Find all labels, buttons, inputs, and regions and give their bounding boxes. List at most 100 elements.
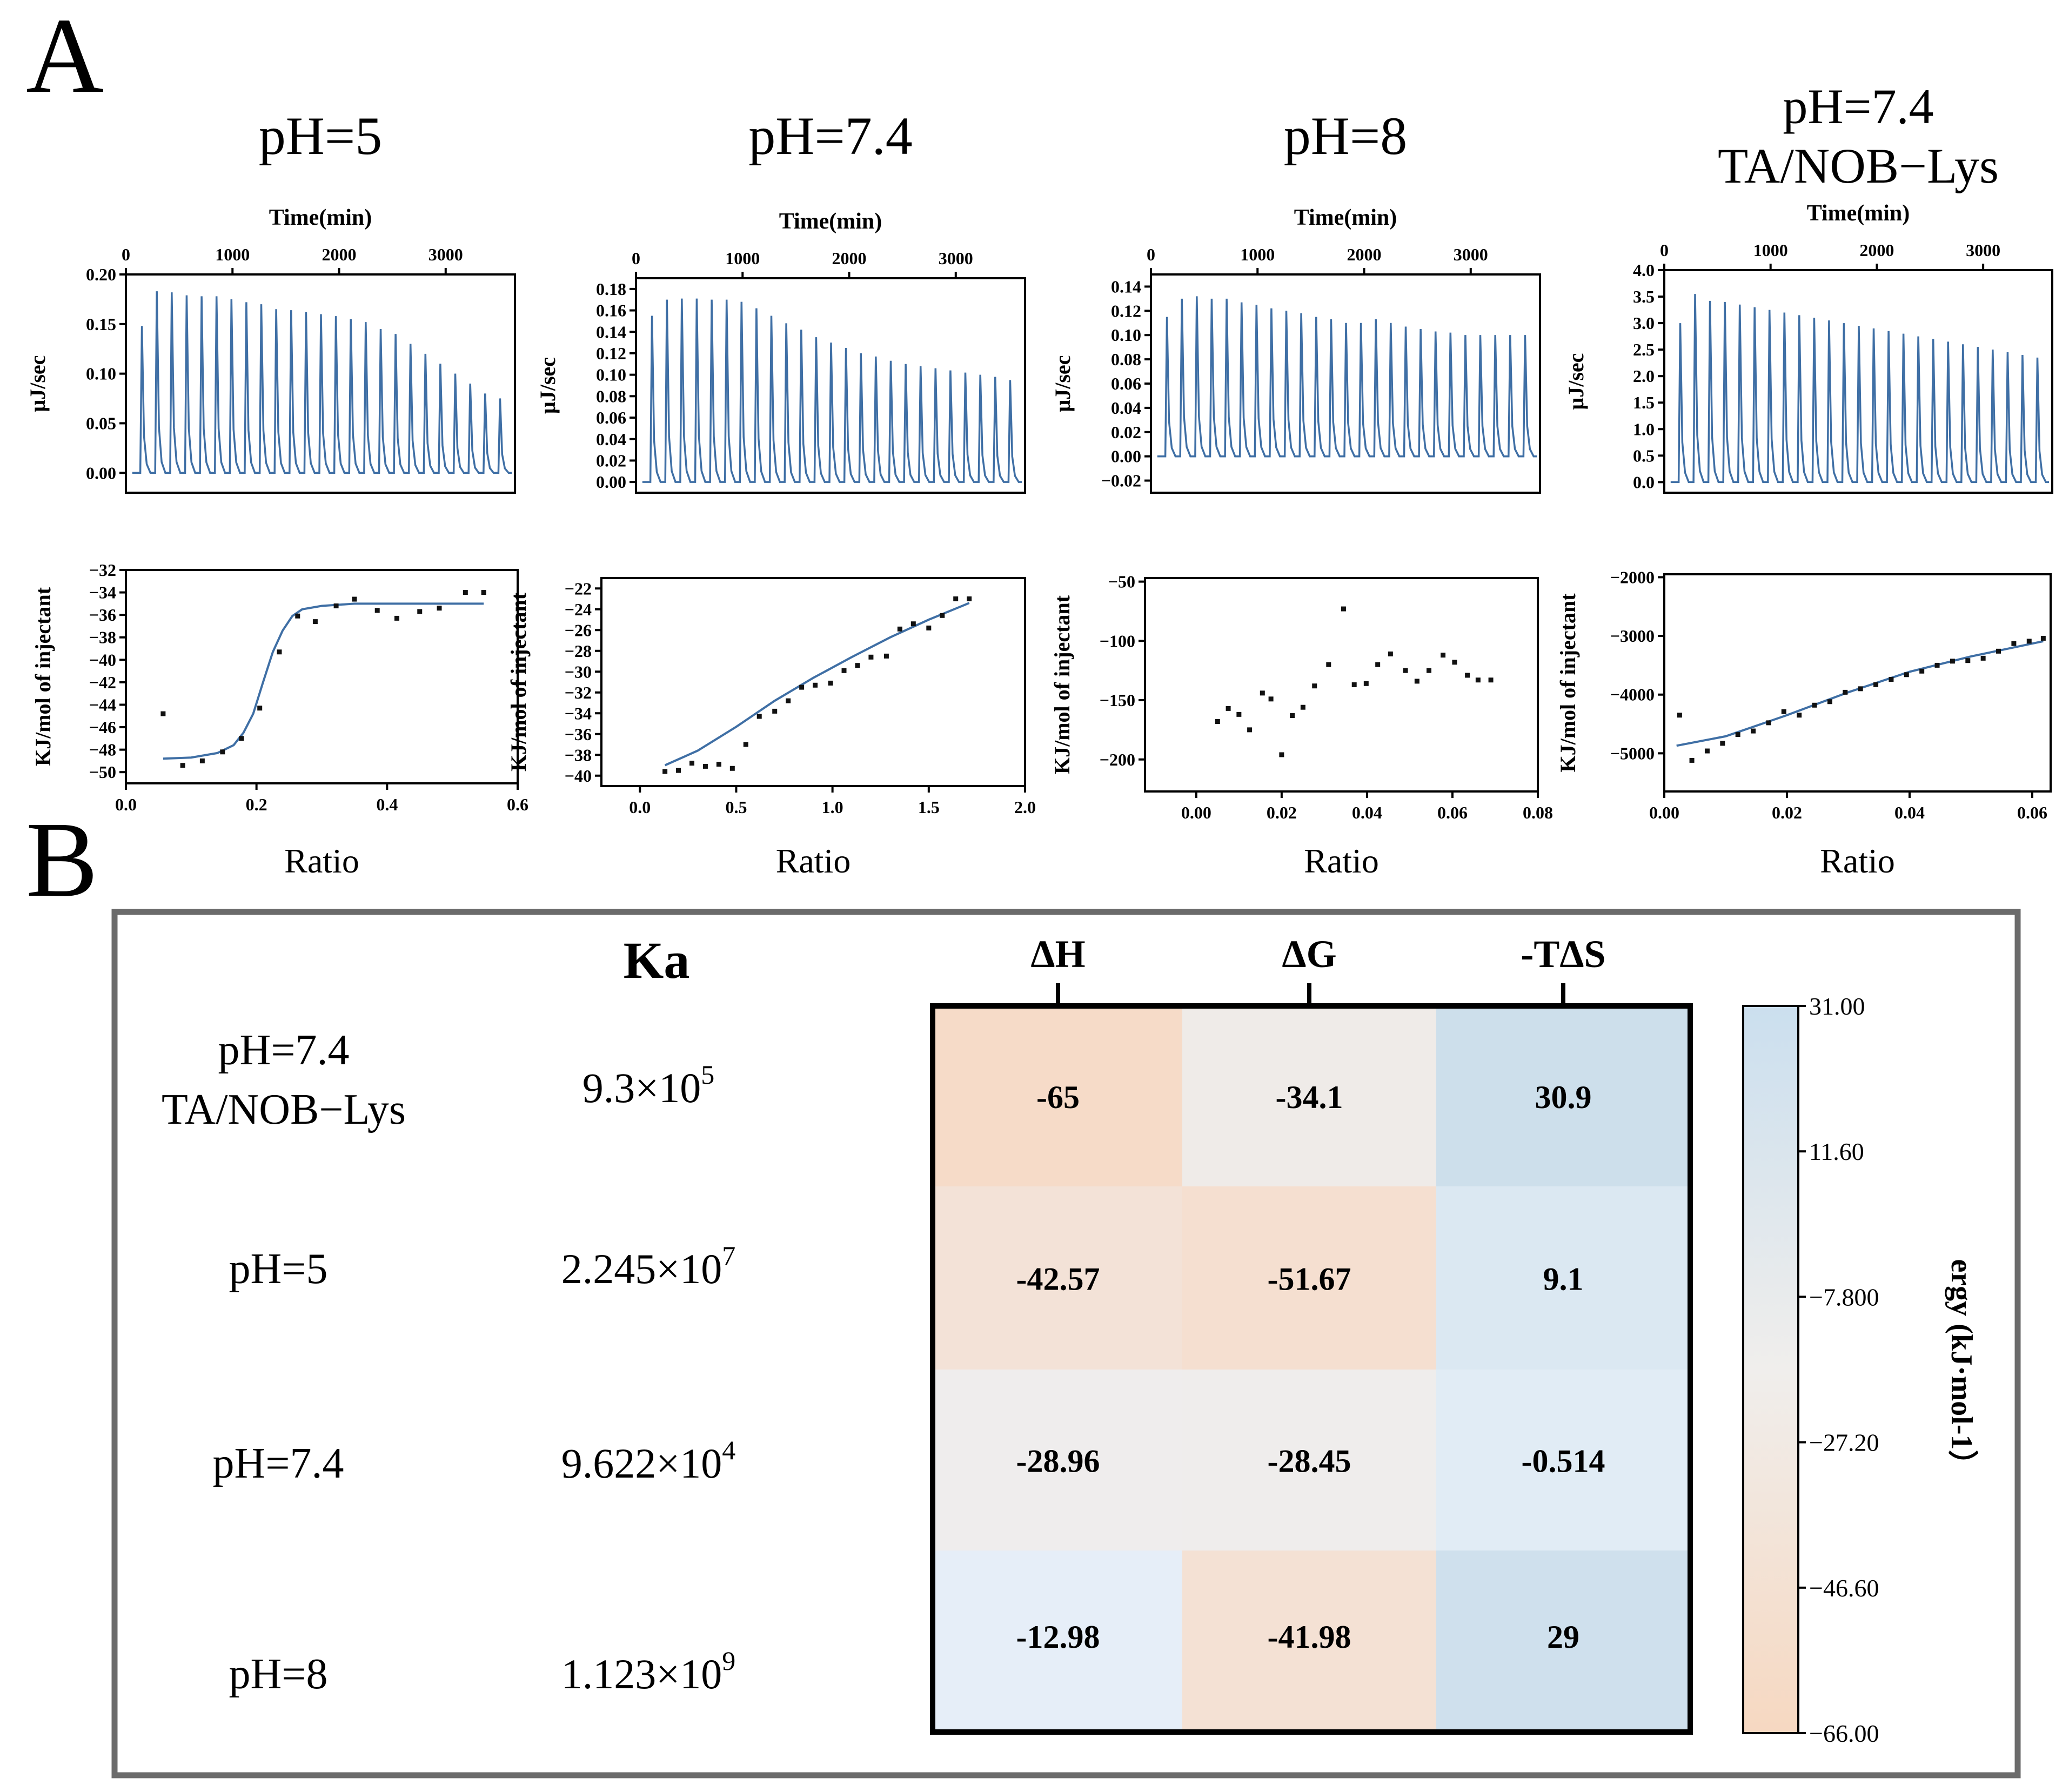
data-point xyxy=(295,613,300,619)
x-tick-label: 1.0 xyxy=(822,797,843,817)
colorbar-label: ergy (kJ·mol-1） xyxy=(1945,1259,1979,1480)
x-tick-label: 0.04 xyxy=(1352,803,1382,822)
row-label: pH=8 xyxy=(229,1650,328,1698)
data-point xyxy=(1488,677,1494,683)
row-label: pH=7.4 xyxy=(213,1440,344,1487)
data-point xyxy=(1414,679,1419,684)
ka-exponent: 4 xyxy=(722,1435,735,1465)
ka-value: 1.123×109 xyxy=(561,1646,736,1697)
data-point xyxy=(481,590,486,595)
data-point xyxy=(239,736,244,741)
y-tick-label: 0.16 xyxy=(596,301,626,320)
fit-curve xyxy=(1676,640,2044,747)
data-point xyxy=(1452,660,1457,665)
x-tick-label: 0.02 xyxy=(1267,803,1297,822)
chart-title-line: TA/NOB−Lys xyxy=(1718,138,1999,193)
x-tick-label: 0.5 xyxy=(725,797,747,817)
y-tick-label: 0.02 xyxy=(1111,422,1141,442)
x-tick-label: 1000 xyxy=(725,249,760,268)
x-tick-label: 0.4 xyxy=(376,795,398,814)
colorbar-tick-label: −27.20 xyxy=(1809,1429,1879,1457)
data-point xyxy=(437,606,442,611)
heatmap-cell xyxy=(933,1186,1182,1370)
y-tick-label: −22 xyxy=(565,579,592,598)
data-point xyxy=(1247,727,1253,733)
ka-mantissa: 1.123×10 xyxy=(561,1650,722,1697)
data-point xyxy=(1934,662,1940,668)
chart-title: pH=8 xyxy=(1284,106,1408,166)
colorbar xyxy=(1742,1005,1799,1734)
data-point xyxy=(1351,682,1357,687)
x-axis-label: Ratio xyxy=(776,842,851,880)
x-tick-label: 1000 xyxy=(1753,240,1788,260)
y-tick-label: −150 xyxy=(1100,690,1135,710)
y-tick-label: −36 xyxy=(565,724,592,744)
data-point xyxy=(1290,713,1295,719)
y-tick-label: −36 xyxy=(89,605,116,625)
y-tick-label: −50 xyxy=(89,762,116,782)
plot-frame xyxy=(1663,573,2052,793)
y-tick-label: 0.5 xyxy=(1633,446,1655,465)
column-header: ΔH xyxy=(1030,932,1085,976)
y-tick-label: −38 xyxy=(89,628,116,647)
chart-title: pH=5 xyxy=(259,106,383,166)
data-point xyxy=(463,590,468,595)
x-axis-label: Ratio xyxy=(284,842,359,880)
y-tick-label: −24 xyxy=(565,600,592,619)
cell-value: -65 xyxy=(1036,1079,1080,1115)
y-tick-label: −46 xyxy=(89,717,116,737)
data-point xyxy=(702,763,708,769)
panel-b-frame xyxy=(111,909,2021,1778)
data-point xyxy=(312,619,318,625)
y-tick-label: −0.02 xyxy=(1101,471,1141,491)
y-tick-label: 2.5 xyxy=(1633,340,1655,359)
thermogram-trace xyxy=(1157,296,1537,458)
data-point xyxy=(1689,757,1695,763)
data-point xyxy=(1980,655,1986,661)
data-point xyxy=(199,758,205,763)
x-tick-label: 0.06 xyxy=(2017,803,2047,822)
row-label-line: TA/NOB−Lys xyxy=(162,1086,406,1133)
data-point xyxy=(1858,686,1863,692)
y-tick-label: −4000 xyxy=(1610,685,1655,704)
y-tick-label: −48 xyxy=(89,740,116,760)
data-point xyxy=(743,742,748,747)
data-point xyxy=(1260,690,1265,696)
plot-frame xyxy=(635,277,1026,494)
colorbar-tick-label: 31.00 xyxy=(1809,992,1865,1020)
column-header: ΔG xyxy=(1282,932,1336,976)
data-point xyxy=(1236,712,1242,717)
data-point xyxy=(1904,672,1909,677)
data-point xyxy=(1827,699,1832,704)
data-point xyxy=(1720,741,1725,746)
data-point xyxy=(1300,704,1305,710)
y-tick-label: −42 xyxy=(89,673,116,692)
data-point xyxy=(1326,662,1331,667)
y-tick-label: −50 xyxy=(1108,572,1135,592)
y-tick-label: 0.14 xyxy=(596,322,626,341)
y-tick-label: 0.10 xyxy=(86,364,116,384)
data-point xyxy=(868,654,874,660)
x-tick-label: 3000 xyxy=(428,245,463,264)
x-tick-label: 2000 xyxy=(832,249,867,268)
x-tick-label: 0 xyxy=(122,245,130,264)
y-tick-label: 0.10 xyxy=(1111,325,1141,345)
data-point xyxy=(1873,682,1879,687)
heatmap-cell xyxy=(1182,1551,1436,1732)
x-axis-label: Time(min) xyxy=(1294,205,1397,230)
heatmap-cell xyxy=(1436,1551,1690,1732)
y-tick-label: 0.06 xyxy=(596,408,626,427)
heatmap-border xyxy=(930,1003,1693,1735)
heatmap-cell xyxy=(1436,1186,1690,1370)
data-point xyxy=(2040,635,2046,641)
y-tick-label: 3.5 xyxy=(1633,287,1655,306)
y-axis-label: μJ/sec xyxy=(535,357,560,414)
data-point xyxy=(1341,606,1346,612)
y-tick-label: −34 xyxy=(89,583,116,602)
heatmap-cell xyxy=(933,1551,1182,1732)
cell-value: -41.98 xyxy=(1268,1619,1351,1655)
cell-value: -0.514 xyxy=(1522,1444,1605,1479)
y-tick-label: 0.10 xyxy=(596,365,626,385)
